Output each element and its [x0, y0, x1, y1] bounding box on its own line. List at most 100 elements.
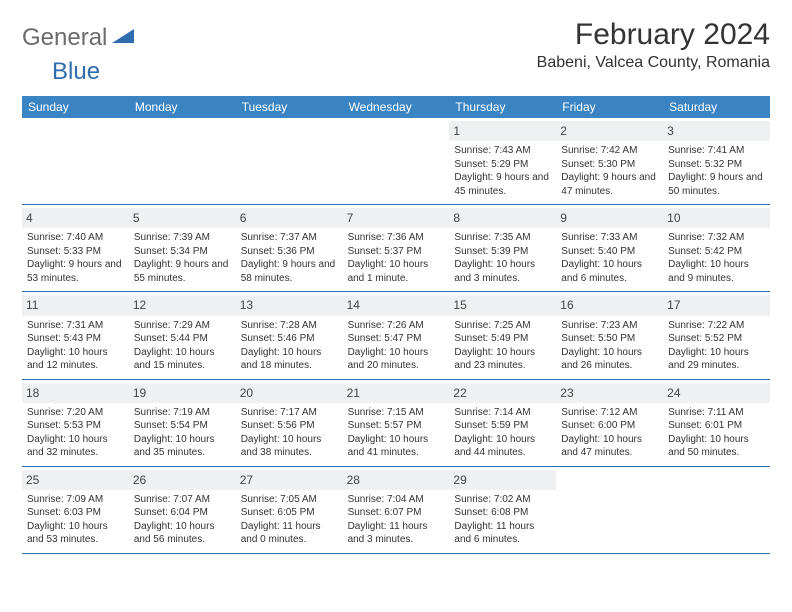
day-details: Sunrise: 7:15 AMSunset: 5:57 PMDaylight:…: [348, 406, 445, 460]
day-details: Sunrise: 7:36 AMSunset: 5:37 PMDaylight:…: [348, 231, 445, 285]
day-number: 8: [449, 208, 556, 228]
calendar-cell: 12 Sunrise: 7:29 AMSunset: 5:44 PMDayligh…: [129, 292, 236, 378]
weekday-label: Sunday: [22, 96, 129, 118]
calendar-cell: .: [556, 467, 663, 553]
calendar-week: ....1Sunrise: 7:43 AMSunset: 5:29 PMDayl…: [22, 118, 770, 205]
day-number: 5: [129, 208, 236, 228]
calendar-week: 18 Sunrise: 7:20 AMSunset: 5:53 PMDayligh…: [22, 380, 770, 467]
title-block: February 2024 Babeni, Valcea County, Rom…: [537, 18, 770, 72]
day-details: Sunrise: 7:09 AMSunset: 6:03 PMDaylight:…: [27, 493, 124, 547]
day-details: Sunrise: 7:28 AMSunset: 5:46 PMDaylight:…: [241, 319, 338, 373]
calendar: SundayMondayTuesdayWednesdayThursdayFrid…: [22, 96, 770, 554]
calendar-cell: 17Sunrise: 7:22 AMSunset: 5:52 PMDayligh…: [663, 292, 770, 378]
day-number: 21: [343, 383, 450, 403]
day-number: 12: [129, 295, 236, 315]
day-number: 4: [22, 208, 129, 228]
calendar-cell: .: [343, 118, 450, 204]
day-number: 22: [449, 383, 556, 403]
calendar-cell: 19 Sunrise: 7:19 AMSunset: 5:54 PMDayligh…: [129, 380, 236, 466]
calendar-cell: .: [22, 118, 129, 204]
calendar-cell: .: [129, 118, 236, 204]
calendar-cell: 10 Sunrise: 7:32 AMSunset: 5:42 PMDayligh…: [663, 205, 770, 291]
day-details: Sunrise: 7:05 AMSunset: 6:05 PMDaylight:…: [241, 493, 338, 547]
calendar-cell: 26Sunrise: 7:07 AMSunset: 6:04 PMDayligh…: [129, 467, 236, 553]
calendar-cell: 7 Sunrise: 7:36 AMSunset: 5:37 PMDaylight…: [343, 205, 450, 291]
day-details: Sunrise: 7:17 AMSunset: 5:56 PMDaylight:…: [241, 406, 338, 460]
calendar-cell: 28Sunrise: 7:04 AMSunset: 6:07 PMDayligh…: [343, 467, 450, 553]
day-details: Sunrise: 7:35 AMSunset: 5:39 PMDaylight:…: [454, 231, 551, 285]
day-number: 6: [236, 208, 343, 228]
weekday-label: Friday: [556, 96, 663, 118]
day-number: 9: [556, 208, 663, 228]
calendar-cell: 15 Sunrise: 7:25 AMSunset: 5:49 PMDayligh…: [449, 292, 556, 378]
day-details: Sunrise: 7:43 AMSunset: 5:29 PMDaylight:…: [454, 144, 551, 198]
day-number: 3: [663, 121, 770, 141]
calendar-cell: 6Sunrise: 7:37 AMSunset: 5:36 PMDaylight…: [236, 205, 343, 291]
calendar-cell: 14 Sunrise: 7:26 AMSunset: 5:47 PMDayligh…: [343, 292, 450, 378]
calendar-cell: 2 Sunrise: 7:42 AMSunset: 5:30 PMDaylight…: [556, 118, 663, 204]
calendar-cell: 22 Sunrise: 7:14 AMSunset: 5:59 PMDayligh…: [449, 380, 556, 466]
day-details: Sunrise: 7:14 AMSunset: 5:59 PMDaylight:…: [454, 406, 551, 460]
day-number: 10: [663, 208, 770, 228]
day-number: 25: [22, 470, 129, 490]
calendar-cell: 13 Sunrise: 7:28 AMSunset: 5:46 PMDayligh…: [236, 292, 343, 378]
day-details: Sunrise: 7:23 AMSunset: 5:50 PMDaylight:…: [561, 319, 658, 373]
weekday-header: SundayMondayTuesdayWednesdayThursdayFrid…: [22, 96, 770, 118]
day-number: 24: [663, 383, 770, 403]
logo-word1: General: [22, 24, 107, 52]
weekday-label: Wednesday: [343, 96, 450, 118]
month-title: February 2024: [537, 18, 770, 52]
day-details: Sunrise: 7:31 AMSunset: 5:43 PMDaylight:…: [27, 319, 124, 373]
day-details: Sunrise: 7:20 AMSunset: 5:53 PMDaylight:…: [27, 406, 124, 460]
calendar-cell: 18 Sunrise: 7:20 AMSunset: 5:53 PMDayligh…: [22, 380, 129, 466]
day-number: 15: [449, 295, 556, 315]
weekday-label: Thursday: [449, 96, 556, 118]
day-details: Sunrise: 7:11 AMSunset: 6:01 PMDaylight:…: [668, 406, 765, 460]
day-number: 13: [236, 295, 343, 315]
day-number: 19: [129, 383, 236, 403]
day-details: Sunrise: 7:42 AMSunset: 5:30 PMDaylight:…: [561, 144, 658, 198]
day-details: Sunrise: 7:40 AMSunset: 5:33 PMDaylight:…: [27, 231, 124, 285]
calendar-cell: 4 Sunrise: 7:40 AMSunset: 5:33 PMDaylight…: [22, 205, 129, 291]
day-number: 16: [556, 295, 663, 315]
day-number: 14: [343, 295, 450, 315]
day-number: 28: [343, 470, 450, 490]
day-number: 29: [449, 470, 556, 490]
calendar-cell: 5 Sunrise: 7:39 AMSunset: 5:34 PMDaylight…: [129, 205, 236, 291]
calendar-week: 11 Sunrise: 7:31 AMSunset: 5:43 PMDayligh…: [22, 292, 770, 379]
day-details: Sunrise: 7:29 AMSunset: 5:44 PMDaylight:…: [134, 319, 231, 373]
calendar-week: 25 Sunrise: 7:09 AMSunset: 6:03 PMDayligh…: [22, 467, 770, 554]
calendar-cell: 23 Sunrise: 7:12 AMSunset: 6:00 PMDayligh…: [556, 380, 663, 466]
day-details: Sunrise: 7:33 AMSunset: 5:40 PMDaylight:…: [561, 231, 658, 285]
day-details: Sunrise: 7:02 AMSunset: 6:08 PMDaylight:…: [454, 493, 551, 547]
calendar-cell: 3Sunrise: 7:41 AMSunset: 5:32 PMDaylight…: [663, 118, 770, 204]
day-number: 1: [449, 121, 556, 141]
logo-triangle-icon: [112, 27, 134, 50]
day-number: 2: [556, 121, 663, 141]
day-details: Sunrise: 7:32 AMSunset: 5:42 PMDaylight:…: [668, 231, 765, 285]
day-number: 27: [236, 470, 343, 490]
day-details: Sunrise: 7:12 AMSunset: 6:00 PMDaylight:…: [561, 406, 658, 460]
day-details: Sunrise: 7:22 AMSunset: 5:52 PMDaylight:…: [668, 319, 765, 373]
day-number: 11: [22, 295, 129, 315]
day-details: Sunrise: 7:25 AMSunset: 5:49 PMDaylight:…: [454, 319, 551, 373]
day-details: Sunrise: 7:39 AMSunset: 5:34 PMDaylight:…: [134, 231, 231, 285]
day-details: Sunrise: 7:26 AMSunset: 5:47 PMDaylight:…: [348, 319, 445, 373]
calendar-cell: 16 Sunrise: 7:23 AMSunset: 5:50 PMDayligh…: [556, 292, 663, 378]
logo: General: [22, 24, 136, 52]
day-number: 20: [236, 383, 343, 403]
calendar-cell: 29 Sunrise: 7:02 AMSunset: 6:08 PMDayligh…: [449, 467, 556, 553]
calendar-week: 4 Sunrise: 7:40 AMSunset: 5:33 PMDaylight…: [22, 205, 770, 292]
day-details: Sunrise: 7:19 AMSunset: 5:54 PMDaylight:…: [134, 406, 231, 460]
calendar-cell: 20 Sunrise: 7:17 AMSunset: 5:56 PMDayligh…: [236, 380, 343, 466]
calendar-cell: .: [236, 118, 343, 204]
day-number: 26: [129, 470, 236, 490]
day-number: 23: [556, 383, 663, 403]
calendar-cell: .: [663, 467, 770, 553]
weekday-label: Saturday: [663, 96, 770, 118]
day-number: 18: [22, 383, 129, 403]
calendar-cell: 24 Sunrise: 7:11 AMSunset: 6:01 PMDayligh…: [663, 380, 770, 466]
logo-word2: Blue: [52, 58, 100, 85]
weekday-label: Tuesday: [236, 96, 343, 118]
day-number: 7: [343, 208, 450, 228]
